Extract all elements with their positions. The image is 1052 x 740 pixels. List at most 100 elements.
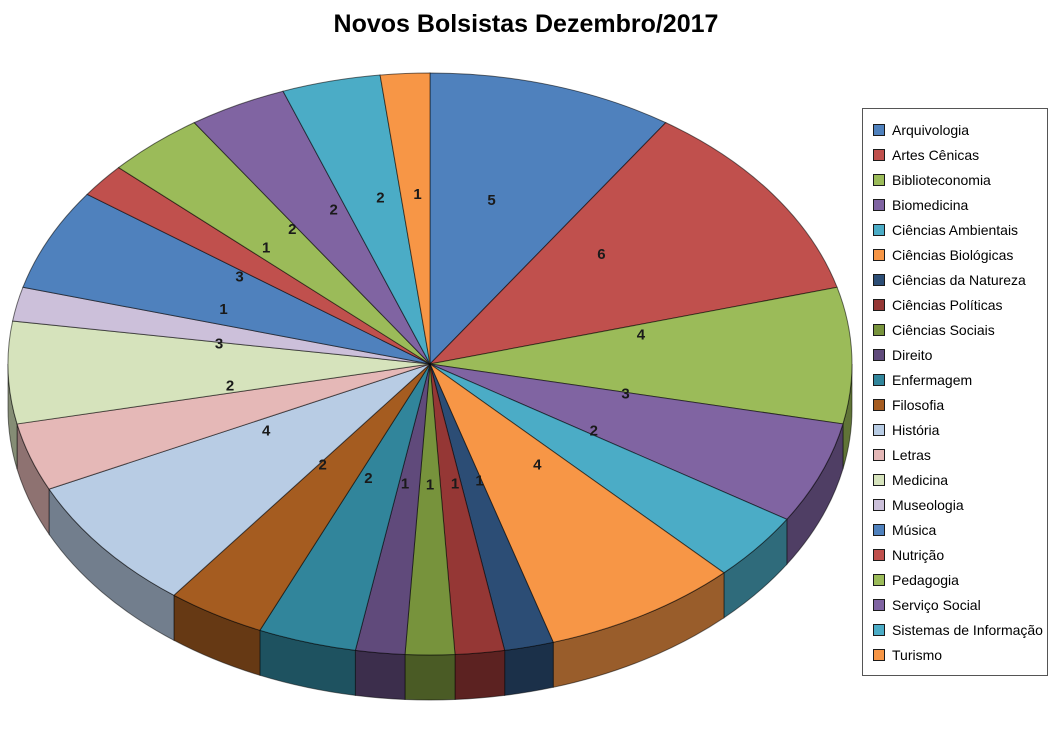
legend-item: Artes Cênicas — [863, 142, 1047, 167]
data-label: 1 — [262, 239, 270, 256]
legend-swatch — [873, 423, 885, 436]
legend-label: Biomedicina — [892, 196, 969, 213]
legend-label: Direito — [892, 346, 933, 363]
legend-item: Pedagogia — [863, 567, 1047, 592]
legend-label: Sistemas de Informação — [892, 621, 1043, 638]
legend-swatch — [873, 548, 885, 561]
legend-item: Museologia — [863, 492, 1047, 517]
legend-label: Museologia — [892, 496, 964, 513]
legend-item: História — [863, 417, 1047, 442]
legend-swatch — [873, 473, 885, 486]
legend-swatch — [873, 248, 885, 261]
pie-slice — [429, 286, 853, 425]
legend-item: Direito — [863, 342, 1047, 367]
pie-slice — [48, 363, 431, 596]
legend-swatch — [873, 148, 885, 161]
legend-item: Ciências Sociais — [863, 317, 1047, 342]
legend-item: Nutrição — [863, 542, 1047, 567]
legend-label: Enfermagem — [892, 371, 973, 388]
legend-label: Arquivologia — [892, 121, 970, 138]
pie-slice — [428, 122, 838, 365]
legend-item: Ciências Políticas — [863, 292, 1047, 317]
legend-swatch — [873, 173, 885, 186]
legend-label: Serviço Social — [892, 596, 981, 613]
legend-item: Serviço Social — [863, 592, 1047, 617]
legend-label: Artes Cênicas — [892, 146, 980, 163]
legend: Arquivologia Artes Cênicas Biblioteconomia… — [862, 108, 1048, 676]
data-label: 4 — [637, 327, 646, 344]
legend-label: Medicina — [892, 471, 949, 488]
data-label: 1 — [413, 186, 421, 203]
legend-swatch — [873, 298, 885, 311]
pie-slice-wall — [454, 649, 506, 701]
legend-swatch — [873, 223, 885, 236]
pie-slice — [22, 193, 431, 365]
legend-label: Ciências Políticas — [892, 296, 1003, 313]
legend-item: Medicina — [863, 467, 1047, 492]
data-label: 2 — [590, 423, 598, 440]
legend-label: Música — [892, 521, 937, 538]
legend-swatch — [873, 573, 885, 586]
legend-item: Enfermagem — [863, 367, 1047, 392]
legend-label: Letras — [892, 446, 931, 463]
legend-label: Turismo — [892, 646, 943, 663]
legend-swatch — [873, 323, 885, 336]
legend-swatch — [873, 348, 885, 361]
data-label: 2 — [288, 221, 296, 238]
pie-slice — [7, 320, 431, 425]
data-label: 2 — [330, 202, 338, 219]
pie-slice — [379, 72, 431, 365]
legend-item: Biomedicina — [863, 192, 1047, 217]
legend-swatch — [873, 273, 885, 286]
legend-swatch — [873, 523, 885, 536]
legend-item: Sistemas de Informação — [863, 617, 1047, 642]
legend-item: Filosofia — [863, 392, 1047, 417]
legend-label: Pedagogia — [892, 571, 959, 588]
data-label: 4 — [533, 456, 542, 473]
data-label: 4 — [262, 423, 271, 440]
data-label: 5 — [487, 192, 495, 209]
data-label: 3 — [215, 335, 223, 352]
legend-swatch — [873, 598, 885, 611]
legend-swatch — [873, 398, 885, 411]
legend-swatch — [873, 123, 885, 136]
legend-label: Nutrição — [892, 546, 945, 563]
data-label: 6 — [597, 246, 605, 263]
data-label: 2 — [319, 456, 327, 473]
pie-slice-wall — [504, 641, 554, 696]
data-label: 1 — [401, 475, 409, 492]
data-label: 1 — [219, 301, 227, 318]
legend-item: Ciências da Natureza — [863, 267, 1047, 292]
chart-title: Novos Bolsistas Dezembro/2017 — [333, 10, 719, 38]
legend-label: Ciências Ambientais — [892, 221, 1019, 238]
pie-slice — [429, 363, 844, 520]
legend-label: Biblioteconomia — [892, 171, 991, 188]
legend-label: Ciências Biológicas — [892, 246, 1014, 263]
pie-slice-wall — [404, 653, 456, 701]
legend-label: Ciências Sociais — [892, 321, 995, 338]
legend-label: História — [892, 421, 940, 438]
legend-item: Ciências Ambientais — [863, 217, 1047, 242]
legend-item: Biblioteconomia — [863, 167, 1047, 192]
legend-swatch — [873, 373, 885, 386]
legend-item: Letras — [863, 442, 1047, 467]
legend-swatch — [873, 623, 885, 636]
legend-item: Turismo — [863, 642, 1047, 667]
data-label: 2 — [364, 470, 372, 487]
data-label: 3 — [235, 268, 243, 285]
legend-item: Arquivologia — [863, 117, 1047, 142]
data-label: 1 — [451, 475, 459, 492]
data-label: 3 — [621, 386, 629, 403]
data-label: 2 — [226, 378, 234, 395]
legend-item: Ciências Biológicas — [863, 242, 1047, 267]
legend-label: Ciências da Natureza — [892, 271, 1026, 288]
data-label: 2 — [376, 190, 384, 207]
pie-slice-wall — [354, 649, 406, 701]
legend-swatch — [873, 198, 885, 211]
pie-slice — [429, 72, 667, 366]
legend-swatch — [873, 498, 885, 511]
data-label: 1 — [426, 476, 434, 493]
legend-swatch — [873, 648, 885, 661]
